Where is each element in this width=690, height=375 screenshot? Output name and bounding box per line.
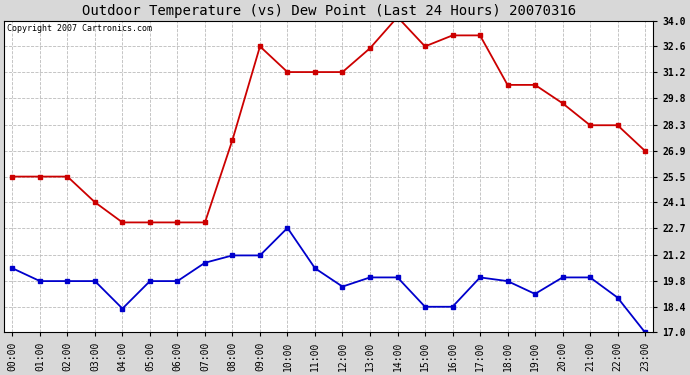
Title: Outdoor Temperature (vs) Dew Point (Last 24 Hours) 20070316: Outdoor Temperature (vs) Dew Point (Last… (81, 4, 575, 18)
Text: Copyright 2007 Cartronics.com: Copyright 2007 Cartronics.com (8, 24, 152, 33)
